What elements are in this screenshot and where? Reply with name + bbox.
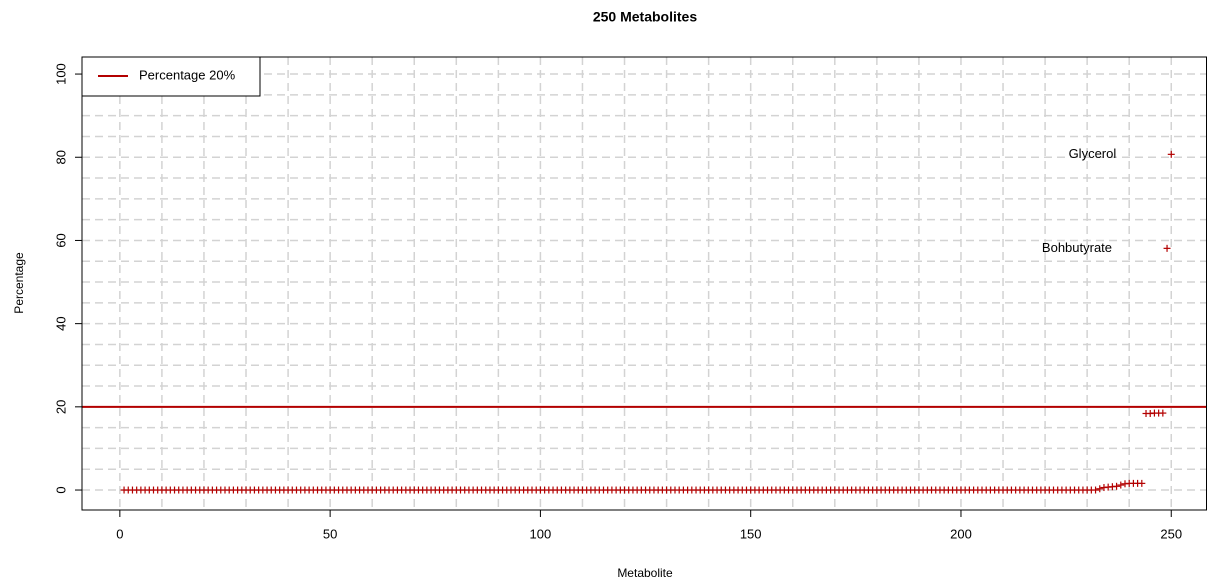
point	[1163, 244, 1171, 252]
x-axis-label: Metabolite	[617, 566, 673, 580]
point	[1138, 479, 1146, 487]
y-axis-label: Percentage	[12, 252, 26, 314]
x-tick-label: 150	[740, 526, 762, 541]
plot-frame	[81, 56, 1207, 511]
point	[1117, 481, 1125, 489]
point	[1113, 482, 1121, 490]
y-tick-label: 0	[53, 486, 68, 493]
x-tick-label: 100	[530, 526, 552, 541]
legend-label: Percentage 20%	[139, 67, 236, 82]
point	[1096, 485, 1104, 493]
y-tick-label: 40	[53, 316, 68, 330]
point-label: Glycerol	[1069, 146, 1117, 161]
grid	[82, 57, 1207, 510]
y-tick-label: 80	[53, 150, 68, 164]
x-tick-label: 250	[1160, 526, 1182, 541]
y-tick-label: 20	[53, 400, 68, 414]
point	[1167, 150, 1175, 158]
x-tick-label: 0	[116, 526, 123, 541]
chart-title: 250 Metabolites	[593, 9, 697, 25]
point-label: Bohbutyrate	[1042, 240, 1112, 255]
y-tick-label: 60	[53, 233, 68, 247]
point	[1159, 409, 1167, 417]
y-tick-label: 100	[53, 63, 68, 85]
x-tick-label: 50	[323, 526, 337, 541]
x-tick-label: 200	[950, 526, 972, 541]
point	[1092, 486, 1100, 494]
